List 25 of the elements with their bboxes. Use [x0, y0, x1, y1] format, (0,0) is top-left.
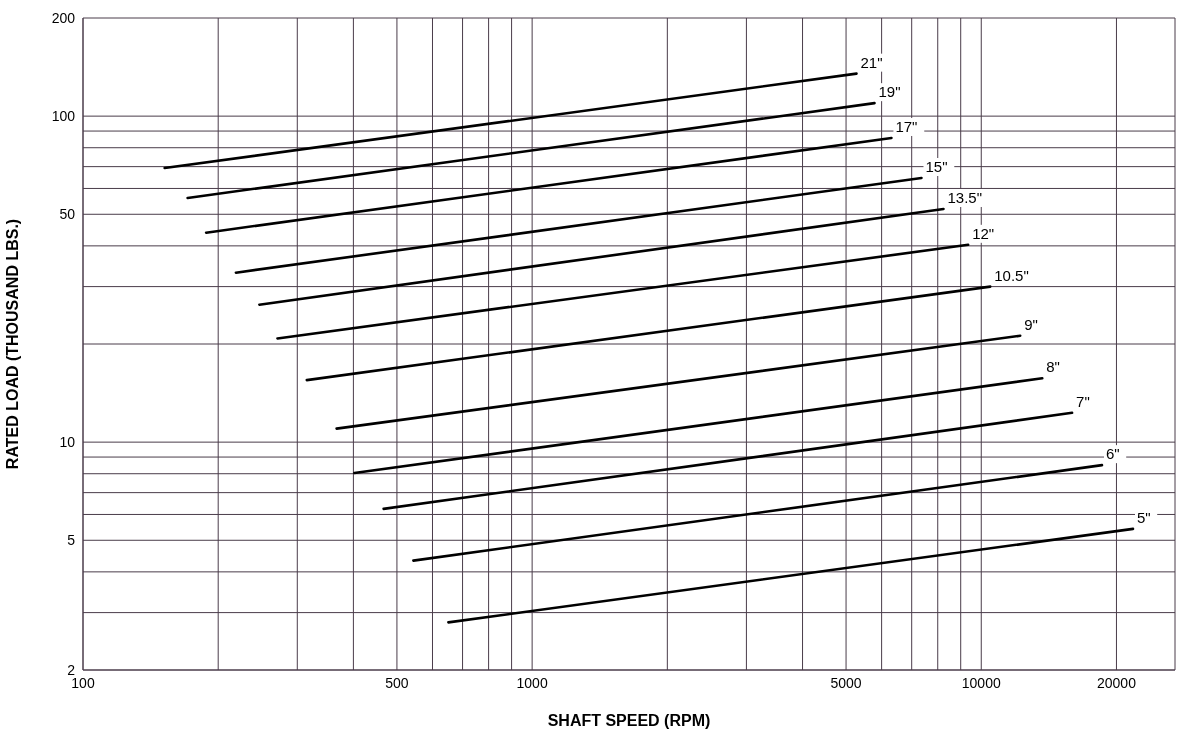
y-tick-label: 100	[51, 108, 76, 125]
y-tick-label: 5	[67, 532, 76, 549]
x-axis-title: SHAFT SPEED (RPM)	[547, 712, 711, 729]
x-tick-label: 10000	[961, 674, 1001, 691]
series-label: 15"	[925, 158, 948, 175]
series-label: 10.5"	[994, 266, 1029, 284]
series-label: 7"	[1076, 392, 1090, 410]
series-label: 17"	[895, 117, 918, 135]
x-tick-label: 1000	[516, 674, 548, 691]
x-tick-label: 20000	[1096, 674, 1137, 691]
series-label: 8"	[1046, 358, 1060, 376]
x-tick-label: 5000	[830, 674, 862, 691]
series-label: 12"	[972, 224, 995, 242]
x-tick-label: 500	[385, 674, 409, 691]
series-label: 13.5"	[947, 188, 983, 206]
series-label: 6"	[1105, 445, 1120, 463]
series-label: 5"	[1137, 508, 1151, 526]
series-label: 19"	[878, 83, 901, 101]
y-tick-label: 200	[51, 9, 76, 26]
series-label: 21"	[860, 53, 883, 71]
y-tick-label: 50	[59, 206, 76, 223]
y-tick-label: 10	[59, 434, 76, 451]
series-label: 9"	[1024, 315, 1038, 333]
y-axis-title: RATED LOAD (THOUSAND LBS.)	[3, 218, 21, 470]
y-tick-label: 2	[67, 661, 76, 678]
